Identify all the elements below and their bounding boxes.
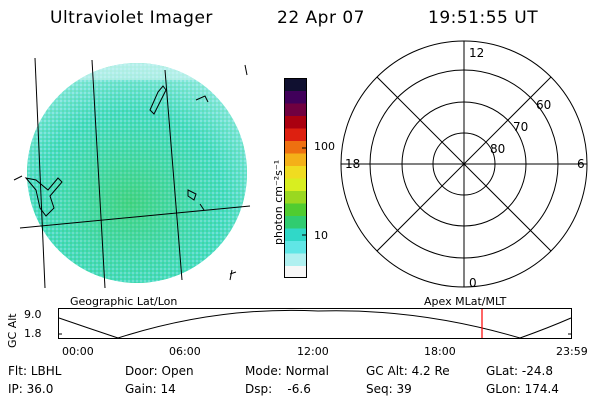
time-tick-2359: 23:59	[556, 345, 588, 358]
polar-plot	[340, 40, 588, 288]
colorbar-cell	[284, 240, 307, 254]
colorbar-cell	[284, 228, 307, 241]
colorbar-cell	[284, 78, 307, 91]
apex-grid-label: Apex MLat/MLT	[424, 295, 507, 308]
colorbar-cell	[284, 203, 307, 216]
param-filter: Flt: LBHL	[8, 364, 62, 378]
colorbar-cell	[284, 190, 307, 204]
image-disk	[27, 63, 247, 283]
gc-alt-tick-1-8: 1.8	[24, 327, 42, 340]
param-dsp: Dsp: -6.6	[245, 382, 311, 396]
colorbar-tick-100: 100	[314, 140, 335, 153]
lat-label-80: 80	[490, 142, 506, 156]
mlt-label-0: 0	[469, 276, 477, 290]
geographic-grid	[19, 57, 251, 289]
param-gc-alt: GC Alt: 4.2 Re	[366, 364, 450, 378]
colorbar	[284, 78, 307, 278]
time-tick-0600: 06:00	[169, 345, 201, 358]
param-glon: GLon: 174.4	[486, 382, 559, 396]
coastlines	[13, 85, 237, 281]
lat-label-60: 60	[536, 98, 552, 112]
colorbar-cell	[284, 165, 307, 179]
mlt-label-12: 12	[469, 46, 485, 60]
colorbar-unit-label: photon cm⁻²s⁻¹	[272, 159, 285, 245]
date-label: 22 Apr 07	[277, 8, 365, 28]
colorbar-cell	[284, 215, 307, 229]
param-seq: Seq: 39	[366, 382, 412, 396]
time-tick-1800: 18:00	[424, 345, 456, 358]
colorbar-cell	[284, 265, 307, 278]
gc-alt-tick-9: 9.0	[24, 308, 42, 321]
colorbar-cell	[284, 103, 307, 116]
time-tick-0000: 00:00	[62, 345, 94, 358]
colorbar-cell	[284, 128, 307, 141]
colorbar-cell	[284, 153, 307, 166]
mlt-label-6: 6	[577, 157, 585, 171]
param-glat: GLat: -24.8	[486, 364, 553, 378]
colorbar-cell	[284, 178, 307, 191]
polar-diagonal-2	[376, 76, 552, 252]
colorbar-cell	[284, 115, 307, 129]
gc-alt-axis-title: GC Alt	[6, 313, 19, 348]
colorbar-cell	[284, 90, 307, 104]
colorbar-cell	[284, 140, 307, 154]
param-ip: IP: 36.0	[8, 382, 54, 396]
altitude-timeline	[58, 308, 572, 339]
instrument-title: Ultraviolet Imager	[50, 8, 213, 28]
param-gain: Gain: 14	[125, 382, 176, 396]
colorbar-tick-10: 10	[314, 229, 328, 242]
auroral-image	[13, 57, 251, 289]
time-label: 19:51:55 UT	[428, 8, 539, 28]
colorbar-cell	[284, 253, 307, 266]
lat-label-70: 70	[513, 120, 529, 134]
time-tick-1200: 12:00	[297, 345, 329, 358]
param-mode: Mode: Normal	[245, 364, 329, 378]
mlt-label-18: 18	[345, 157, 361, 171]
param-door: Door: Open	[125, 364, 194, 378]
geographic-grid-label: Geographic Lat/Lon	[70, 295, 178, 308]
